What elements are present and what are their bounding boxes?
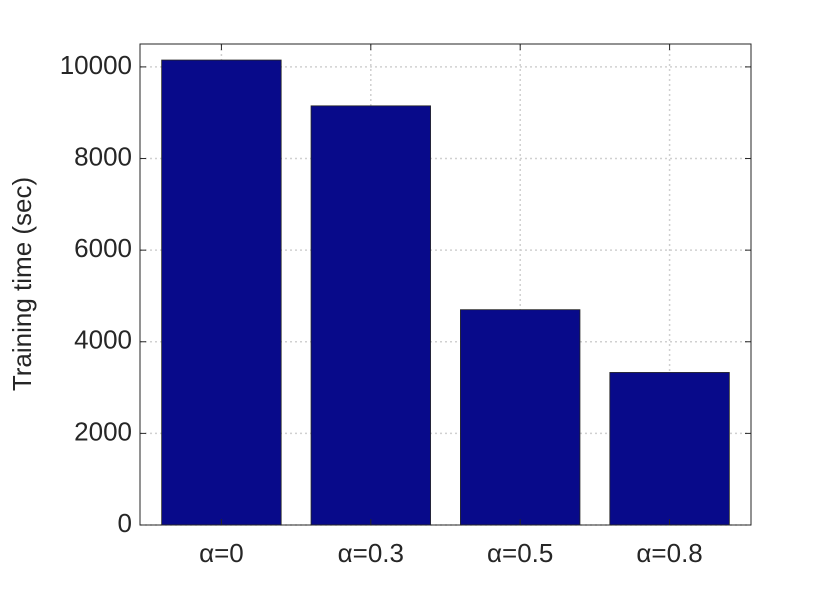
x-tick-label: α=0.3 [338, 538, 404, 568]
y-tick-label: 10000 [60, 50, 132, 80]
bar [460, 309, 581, 526]
y-axis-label: Training time (sec) [7, 177, 37, 391]
y-tick-label: 6000 [74, 233, 132, 263]
y-tick-label: 2000 [74, 416, 132, 446]
bar [161, 59, 282, 526]
x-tick-label: α=0.8 [636, 538, 702, 568]
axes-box [139, 43, 752, 526]
bar [609, 372, 730, 526]
bar [310, 105, 431, 526]
y-tick-label: 4000 [74, 325, 132, 355]
x-tick-label: α=0.5 [487, 538, 553, 568]
y-tick-label: 0 [118, 508, 132, 538]
y-tick-label: 8000 [74, 141, 132, 171]
x-tick-label: α=0 [199, 538, 244, 568]
